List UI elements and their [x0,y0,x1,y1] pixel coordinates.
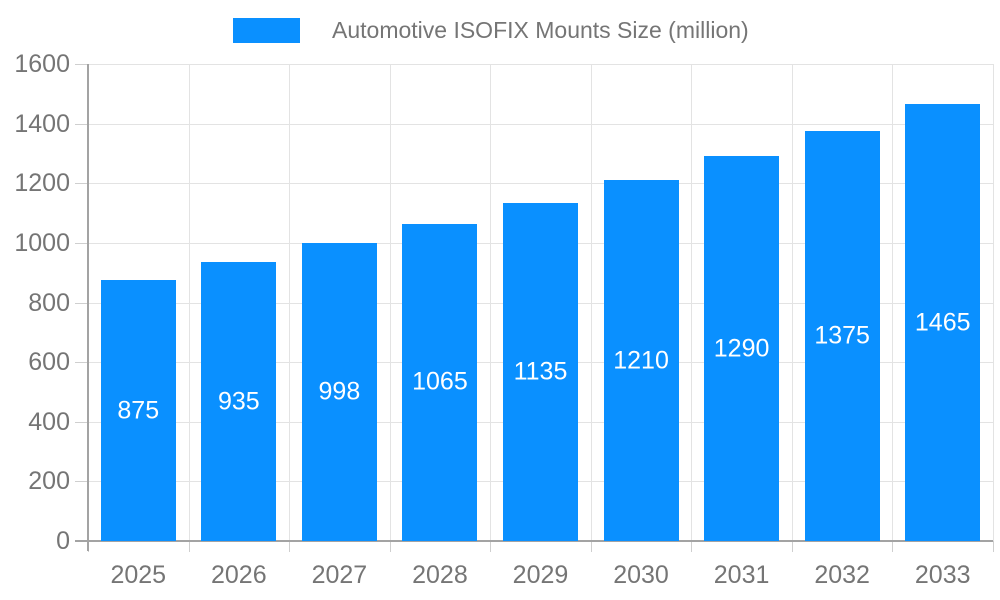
bar[interactable]: 1290 [704,156,780,541]
bar-value-label: 935 [217,387,260,416]
legend-swatch [233,18,300,43]
bar-value-label: 1375 [814,321,870,350]
x-axis-tick [993,541,994,552]
y-axis-label: 600 [28,348,70,377]
x-axis-tick [691,541,693,552]
y-axis-tick [75,183,88,185]
y-axis-tick [75,64,88,65]
x-axis-tick [892,541,894,552]
y-axis-tick [75,481,88,483]
y-axis-label: 400 [28,407,70,436]
x-axis-tick [289,541,291,552]
y-axis-line [87,64,89,551]
x-gridline [188,64,190,541]
bar[interactable]: 998 [301,243,377,541]
x-axis-line [75,540,993,542]
x-axis-label: 2026 [211,561,267,589]
bar-value-label: 875 [117,396,160,425]
y-axis-tick [75,123,88,125]
x-gridline [691,64,693,541]
x-gridline [892,64,894,541]
x-axis-label: 2027 [311,561,368,589]
y-axis-tick [75,302,88,304]
y-gridline [88,123,993,125]
y-axis-label: 800 [28,288,70,317]
bar[interactable]: 1065 [402,223,478,541]
x-axis-tick [490,541,492,552]
y-axis-label: 200 [28,467,70,496]
bar-value-label: 998 [318,377,361,406]
x-axis-tick [791,541,793,552]
x-axis-tick [389,541,391,552]
x-gridline [993,64,994,541]
x-gridline [289,64,291,541]
bar[interactable]: 875 [100,280,176,541]
bar-value-label: 1210 [613,346,669,375]
x-gridline [389,64,391,541]
y-axis-label: 1000 [14,228,70,257]
x-axis-label: 2033 [914,561,971,589]
legend-label: Automotive ISOFIX Mounts Size (million) [332,17,749,43]
y-axis-tick [75,421,88,423]
legend-item[interactable]: Automotive ISOFIX Mounts Size (million) [233,17,749,44]
x-axis-label: 2031 [713,561,770,589]
x-axis-tick [590,541,592,552]
x-axis-label: 2029 [512,561,569,589]
y-gridline [88,64,993,65]
y-axis-label: 0 [56,527,70,555]
bar-value-label: 1290 [713,334,770,363]
bar-value-label: 1135 [513,357,568,386]
plot-area: 0 200 400 600 800 1000 1200 1400 1600 875 2025 935 2… [14,50,994,589]
y-gridline [88,183,993,185]
x-axis-label: 2025 [110,561,167,589]
y-axis-tick [75,242,88,244]
x-gridline [590,64,592,541]
y-axis-label: 1400 [14,109,70,138]
y-axis-label: 1600 [14,50,70,78]
x-axis-tick [188,541,190,552]
bar[interactable]: 1375 [804,131,880,541]
bar[interactable]: 1135 [502,202,578,541]
x-gridline [490,64,492,541]
x-axis-label: 2030 [613,561,669,589]
bar[interactable]: 1465 [905,104,981,541]
bar-value-label: 1065 [412,367,468,396]
x-gridline [791,64,793,541]
bar[interactable]: 1210 [603,180,679,541]
y-axis-tick [75,362,88,364]
bar[interactable]: 935 [201,262,277,541]
y-axis-label: 1200 [14,169,70,198]
x-axis-label: 2028 [412,561,468,589]
x-axis-label: 2032 [814,561,870,589]
bar-value-label: 1465 [914,308,971,337]
